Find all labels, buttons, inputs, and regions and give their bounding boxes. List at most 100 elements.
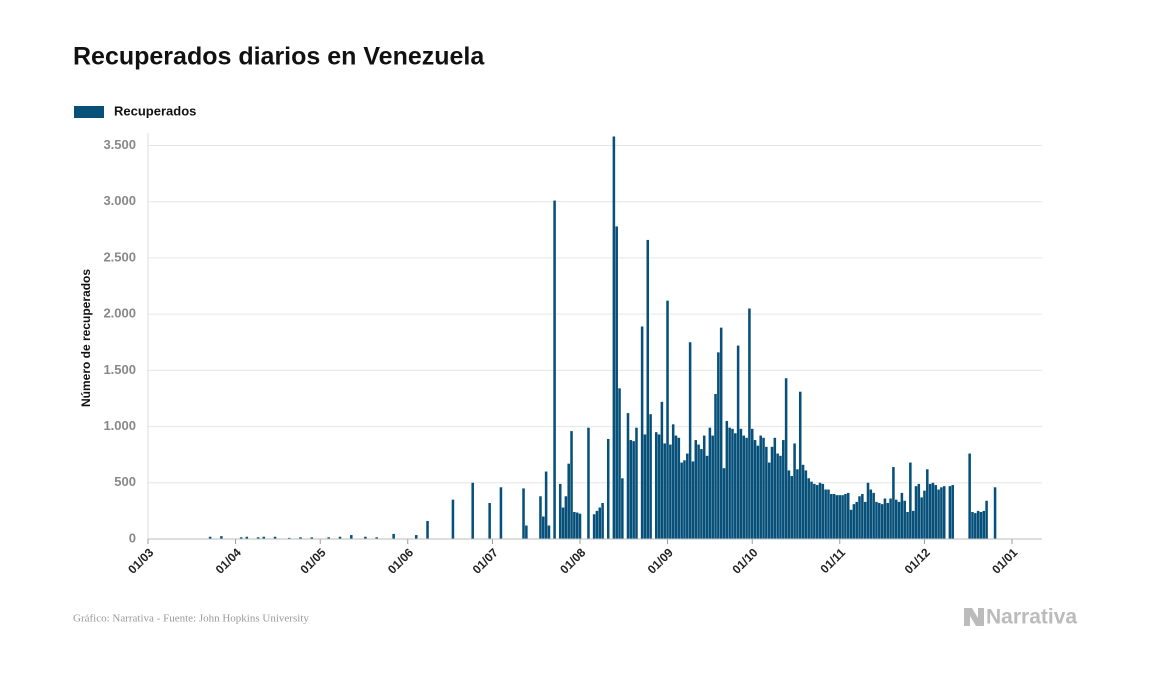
bar [606, 438, 610, 539]
bar [708, 427, 712, 539]
bar [663, 443, 666, 539]
bar [621, 478, 624, 539]
bar [612, 136, 616, 540]
bar [931, 482, 935, 539]
bar [815, 485, 819, 539]
bar [717, 352, 720, 539]
bar [488, 503, 491, 539]
bar [906, 512, 909, 539]
x-tick-label: 01/09 [645, 545, 676, 576]
bar [762, 437, 765, 539]
bar [618, 388, 621, 539]
bar [686, 453, 689, 539]
bar [739, 428, 743, 539]
bar [426, 521, 429, 539]
legend-label: Recuperados [114, 103, 196, 118]
bar [821, 483, 825, 539]
bar [683, 460, 686, 539]
bar [911, 510, 915, 539]
bar [920, 497, 923, 539]
x-tick-label: 01/06 [385, 545, 416, 576]
bar [742, 435, 746, 539]
bar [756, 445, 760, 539]
bar [753, 440, 757, 539]
y-tick-label: 1.000 [103, 418, 136, 433]
bar [979, 512, 983, 539]
bar [635, 427, 638, 539]
bar [976, 510, 980, 539]
bar [350, 535, 353, 539]
bar [923, 490, 926, 539]
bar [338, 536, 342, 539]
bar [767, 462, 771, 539]
bar [841, 495, 844, 539]
logo: Narrativa [986, 606, 1077, 629]
x-tick-label: 01/04 [213, 545, 244, 576]
bar [615, 226, 618, 539]
bar [784, 378, 788, 539]
bar [748, 308, 751, 539]
bar [208, 536, 212, 539]
bar [471, 482, 474, 539]
x-tick-label: 01/11 [817, 545, 848, 576]
bar [872, 492, 875, 539]
bar [669, 444, 672, 539]
bar [262, 536, 266, 539]
bar [220, 536, 223, 539]
bar [595, 510, 599, 539]
bar [697, 444, 700, 539]
bar [782, 440, 785, 539]
bar [629, 440, 633, 539]
bar [855, 501, 858, 539]
bar [810, 481, 813, 539]
bar [928, 483, 932, 539]
bar [375, 537, 378, 539]
bar [544, 471, 548, 539]
x-tick-label: 01/03 [125, 545, 156, 576]
bar [830, 494, 833, 539]
bar [849, 509, 853, 539]
bar [561, 507, 565, 539]
logo-icon [964, 608, 984, 626]
bar [547, 525, 551, 539]
x-tick-label: 01/10 [729, 545, 760, 576]
bar [646, 239, 650, 539]
bar [982, 510, 986, 539]
bar [592, 514, 596, 539]
bar [728, 427, 731, 539]
bar [734, 433, 737, 539]
x-tick-label: 01/05 [297, 545, 328, 576]
bar [626, 413, 630, 539]
bar [714, 393, 717, 539]
bar [900, 492, 904, 539]
bar [869, 489, 873, 539]
bar [364, 536, 367, 539]
bar [558, 483, 562, 539]
y-axis-label: Número de recuperados [79, 269, 93, 407]
bar [934, 485, 938, 539]
bar [861, 494, 864, 539]
bar [835, 495, 839, 539]
bar [702, 435, 706, 539]
bar [892, 467, 895, 539]
bar [522, 488, 525, 539]
bar [722, 468, 726, 539]
bar [671, 424, 675, 539]
bar [776, 453, 779, 539]
bar [567, 463, 570, 539]
bar [903, 500, 906, 539]
bar [985, 500, 988, 539]
bar [654, 432, 658, 539]
y-tick-label: 1.500 [103, 362, 136, 377]
bar [601, 503, 604, 539]
bar [680, 462, 683, 539]
bar [866, 482, 870, 539]
bar [310, 537, 314, 539]
bar [299, 537, 302, 539]
bar [598, 507, 602, 539]
bar [926, 469, 929, 539]
bar [688, 342, 692, 539]
bar [790, 476, 794, 539]
bar [948, 486, 952, 539]
bar [813, 483, 816, 539]
